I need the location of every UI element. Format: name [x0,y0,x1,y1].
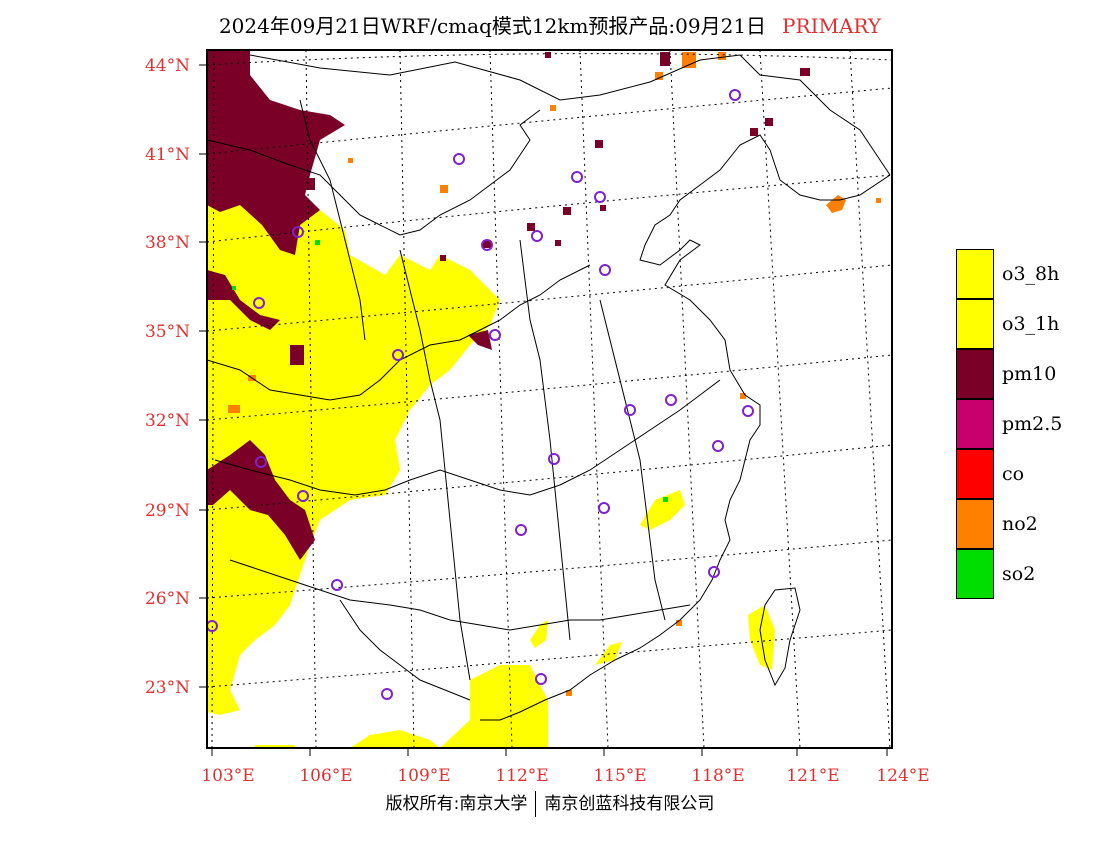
lat-label-35: 35°N [145,322,190,342]
legend-item-pm10: pm10 [956,349,1096,399]
lat-ticks [199,64,207,688]
lat-label-32: 32°N [145,411,190,431]
legend-swatch-pm25 [956,399,994,449]
legend-label-pm25: pm2.5 [1002,413,1063,435]
copyright-divider [535,791,537,817]
legend-label-o3-8h: o3_8h [1002,263,1060,285]
legend-item-so2: so2 [956,549,1096,599]
lat-label-41: 41°N [145,145,190,165]
lon-ticks [211,748,888,756]
boundary-lines [207,54,891,721]
graticule [207,50,892,748]
legend-item-o3-1h: o3_1h [956,299,1096,349]
map-layers [207,50,892,748]
lat-label-29: 29°N [145,501,190,521]
legend-swatch-pm10 [956,349,994,399]
lon-axis: 103°E 106°E 109°E 112°E 115°E 118°E 121°… [201,766,929,786]
copyright-right: 南京创蓝科技有限公司 [544,794,715,814]
lon-label-118: 118°E [691,766,744,786]
legend-swatch-no2 [956,499,994,549]
so2-regions [232,240,668,502]
legend-label-co: co [1002,463,1025,485]
copyright-footer: 版权所有:南京大学 南京创蓝科技有限公司 [0,789,1100,817]
title-tag: PRIMARY [782,14,882,38]
lat-label-26: 26°N [145,589,190,609]
title-main: 2024年09月21日WRF/cmaq模式12km预报产品:09月21日 [218,14,767,38]
legend-item-o3-8h: o3_8h [956,249,1096,299]
legend-item-co: co [956,449,1096,499]
lon-label-103: 103°E [201,766,254,786]
legend-label-pm10: pm10 [1002,363,1057,385]
legend-label-o3-1h: o3_1h [1002,313,1060,335]
legend-item-pm25: pm2.5 [956,399,1096,449]
lat-label-23: 23°N [145,678,190,698]
lon-label-109: 109°E [397,766,450,786]
lon-label-106: 106°E [299,766,352,786]
map-frame [206,49,893,749]
legend-label-so2: so2 [1002,563,1036,585]
legend-swatch-so2 [956,549,994,599]
station-markers [207,89,754,700]
legend-label-no2: no2 [1002,513,1038,535]
lat-axis: 44°N 41°N 38°N 35°N 32°N 29°N 26°N 23°N [145,56,190,698]
no2-regions [228,52,881,696]
legend-swatch-o3-1h [956,299,994,349]
legend-swatch-o3-8h [956,249,994,299]
pm10-regions [207,50,810,560]
legend-item-no2: no2 [956,499,1096,549]
lat-label-38: 38°N [145,233,190,253]
legend-swatch-co [956,449,994,499]
lon-label-124: 124°E [876,766,929,786]
copyright-left: 版权所有:南京大学 [385,794,528,814]
map-title: 2024年09月21日WRF/cmaq模式12km预报产品:09月21日 PRIM… [0,10,1100,39]
lon-label-115: 115°E [593,766,646,786]
lon-label-112: 112°E [495,766,548,786]
lon-label-121: 121°E [786,766,839,786]
pollutant-legend: o3_8h o3_1h pm10 pm2.5 co no2 so2 [956,249,1096,599]
lat-label-44: 44°N [145,56,190,76]
